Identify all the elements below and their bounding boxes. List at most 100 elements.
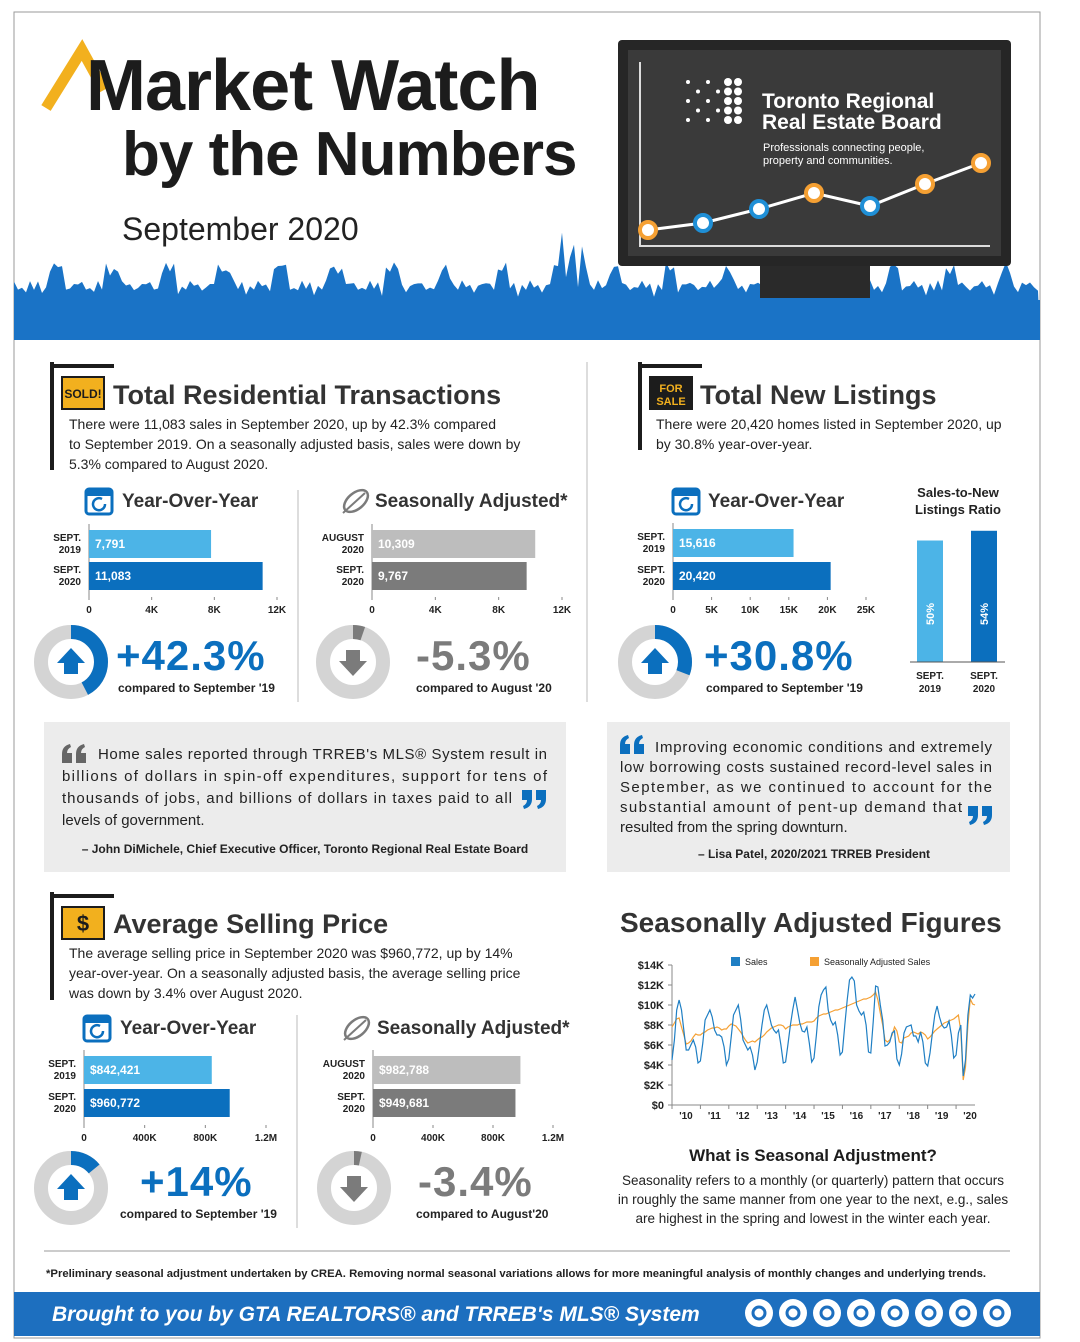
- social-icon: [983, 1299, 1011, 1327]
- org-name: Toronto Regional: [762, 90, 934, 113]
- category-label: 2019: [919, 684, 942, 695]
- x-tick-label: 1.2M: [542, 1133, 564, 1144]
- x-tick-label: '17: [878, 1111, 892, 1122]
- donut-arc: [317, 1151, 391, 1225]
- date: September 2020: [122, 211, 359, 247]
- social-icon-mark: [751, 1305, 767, 1321]
- bar: [89, 562, 263, 590]
- panel-title: Seasonally Adjusted*: [377, 1018, 570, 1039]
- x-tick-label: 0: [86, 605, 92, 616]
- legend-swatch: [810, 957, 819, 966]
- x-tick-label: '15: [821, 1111, 835, 1122]
- x-tick-label: 0: [670, 605, 676, 616]
- quote-mark: [76, 744, 86, 763]
- x-tick-label: '14: [793, 1111, 807, 1122]
- category-label: 2020: [342, 545, 365, 556]
- social-icon: [949, 1299, 977, 1327]
- org-tagline: Professionals connecting people,: [763, 142, 924, 154]
- bar: [84, 1056, 212, 1084]
- arrow-up: [641, 648, 669, 674]
- logo-dot: [724, 97, 732, 105]
- change-value: -5.3%: [416, 632, 531, 679]
- category-label: SEPT.: [916, 671, 944, 682]
- category-label: SEPT.: [48, 1092, 76, 1103]
- calendar-top: [673, 489, 699, 496]
- x-tick-label: 10K: [741, 605, 760, 616]
- category-label: 2020: [54, 1104, 77, 1115]
- quote-attribution: – Lisa Patel, 2020/2021 TRREB President: [698, 847, 930, 861]
- explainer-title: What is Seasonal Adjustment?: [689, 1146, 937, 1165]
- category-label: SEPT.: [53, 533, 81, 544]
- description: 5.3% compared to August 2020.: [69, 456, 268, 472]
- bar: [84, 1089, 230, 1117]
- logo-dot: [734, 106, 742, 115]
- change-value: +14%: [140, 1158, 253, 1205]
- x-tick-label: 4K: [429, 605, 443, 616]
- bar: [673, 562, 831, 590]
- footnote: *Preliminary seasonal adjustment underta…: [46, 1268, 986, 1280]
- category-label: SEPT.: [970, 671, 998, 682]
- arrow-up: [57, 648, 85, 674]
- logo-dot: [734, 116, 742, 124]
- logo-dot: [696, 108, 700, 113]
- bar-label: 11,083: [95, 569, 131, 583]
- bar-label: $982,788: [379, 1063, 429, 1077]
- calendar-top: [84, 1016, 110, 1023]
- category-label: SEPT.: [637, 532, 665, 543]
- y-tick-label: $12K: [638, 980, 664, 992]
- calendar-arrow: [89, 1024, 105, 1039]
- monitor-axis: [639, 62, 990, 247]
- quote-line: thousands of jobs, and billions of dolla…: [62, 790, 512, 807]
- sign-text: SOLD!: [64, 387, 101, 401]
- change-value: +30.8%: [704, 632, 854, 679]
- logo-dot: [724, 87, 732, 96]
- sign: [649, 376, 693, 410]
- explainer-line: are highest in the spring and lowest in …: [636, 1211, 991, 1226]
- category-label: 2020: [643, 577, 666, 588]
- monitor-dot: [749, 199, 769, 219]
- x-tick-label: '19: [935, 1111, 949, 1122]
- x-tick-label: 4K: [145, 605, 159, 616]
- change-value: +42.3%: [116, 632, 266, 679]
- category-label: SEPT.: [336, 565, 364, 576]
- sign: [61, 376, 105, 410]
- calendar-arrow: [91, 497, 107, 512]
- y-tick-label: $8K: [644, 1020, 664, 1032]
- description: There were 20,420 homes listed in Septem…: [656, 416, 1002, 432]
- calendar-arrow: [678, 497, 694, 512]
- change-value: -3.4%: [418, 1158, 533, 1205]
- bar: [372, 530, 536, 558]
- description: There were 11,083 sales in September 202…: [69, 416, 496, 432]
- logo-dot: [734, 87, 742, 96]
- quote-mark: [522, 790, 532, 809]
- monitor-stand: [760, 262, 870, 298]
- quote-line: resulted from the spring downturn.: [620, 819, 848, 836]
- category-label: 2019: [643, 544, 666, 555]
- social-icon: [881, 1299, 909, 1327]
- change-note: compared to September '19: [118, 681, 275, 695]
- x-tick-label: '20: [963, 1111, 977, 1122]
- arrow-down: [339, 650, 367, 676]
- change-note: compared to September '19: [120, 1207, 277, 1221]
- quote-mark: [620, 735, 630, 754]
- x-tick-label: 8K: [208, 605, 222, 616]
- x-tick-label: '11: [708, 1111, 721, 1122]
- donut-arc: [618, 625, 692, 699]
- title-accent: [41, 39, 109, 111]
- social-icon: [779, 1299, 807, 1327]
- bar: [373, 1089, 516, 1117]
- logo-dot: [716, 108, 720, 113]
- category-label: SEPT.: [53, 565, 81, 576]
- description: The average selling price in September 2…: [69, 945, 513, 961]
- bar-label: 7,791: [95, 537, 125, 551]
- ratio-bar: [971, 530, 997, 662]
- header-band: [14, 300, 1040, 340]
- quote-mark: [536, 790, 546, 809]
- monitor-dot: [693, 213, 713, 233]
- legend-swatch: [731, 957, 740, 966]
- logo-dot: [696, 89, 700, 94]
- social-icon-mark: [921, 1305, 937, 1321]
- x-tick-label: 25K: [857, 605, 876, 616]
